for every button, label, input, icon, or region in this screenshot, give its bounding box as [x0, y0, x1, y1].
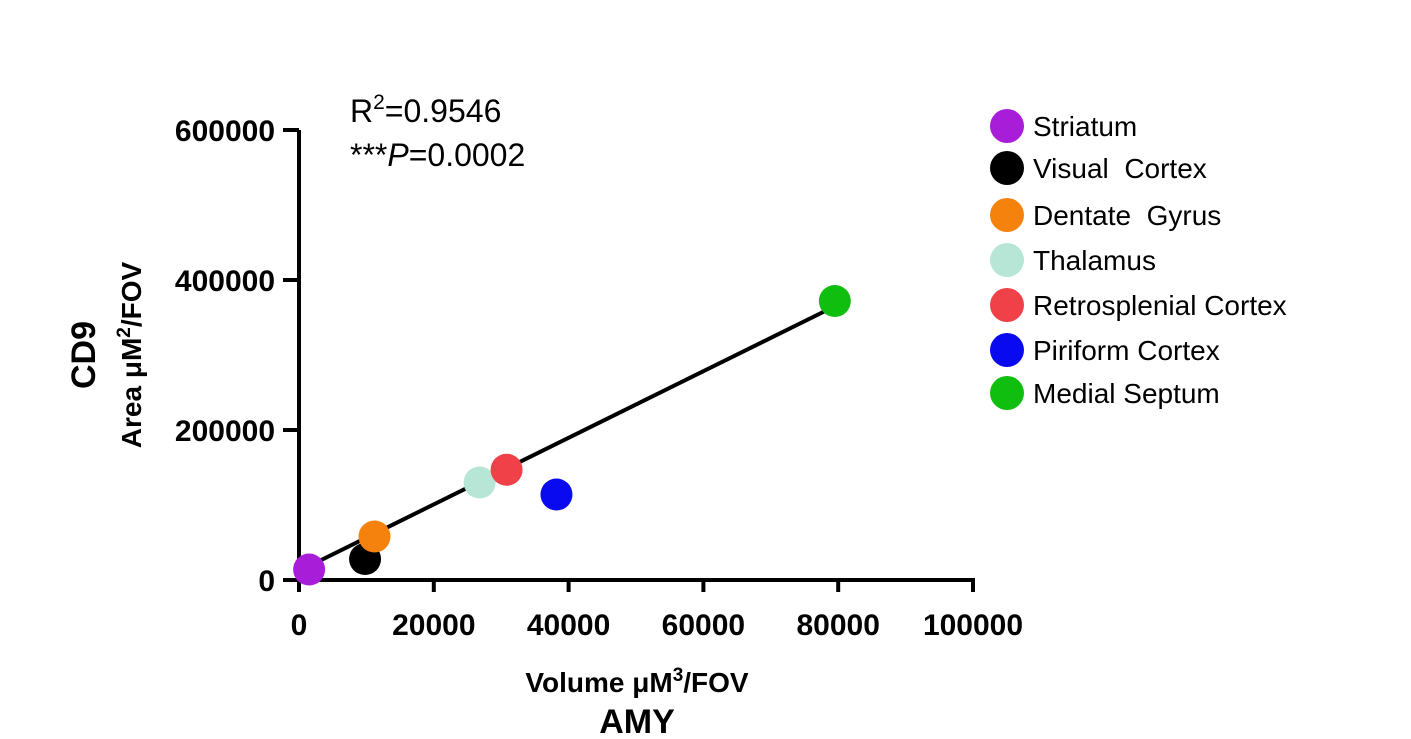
legend-label: Retrosplenial Cortex [1033, 290, 1287, 321]
legend-label: Dentate Gyrus [1033, 200, 1221, 231]
p-value-annotation: ***P=0.0002 [350, 137, 525, 173]
x-axis-title: Volume μM3/FOV [525, 665, 749, 698]
x-tick-label: 40000 [527, 609, 610, 642]
legend-marker [990, 376, 1024, 410]
y-ticks: 0 200000 400000 600000 [175, 115, 299, 598]
legend-marker [990, 151, 1024, 185]
x-tick-label: 80000 [796, 609, 879, 642]
data-point [490, 453, 523, 486]
x-tick-label: 60000 [662, 609, 745, 642]
r-squared-annotation: R2=0.9546 [350, 91, 501, 129]
x-tick-label: 0 [291, 609, 308, 642]
data-points [293, 285, 851, 586]
legend-marker [990, 288, 1024, 322]
data-point [463, 466, 496, 499]
x-tick-label: 100000 [923, 609, 1023, 642]
regression-line [298, 304, 836, 573]
y-tick-label: 600000 [175, 115, 275, 148]
legend-marker [990, 198, 1024, 232]
y-group-label: CD9 [65, 321, 103, 389]
fit-line-group [298, 304, 836, 573]
legend-label: Piriform Cortex [1033, 335, 1220, 366]
legend-label: Striatum [1033, 111, 1137, 142]
y-tick-label: 0 [258, 565, 275, 598]
data-point [540, 478, 573, 511]
legend-marker [990, 333, 1024, 367]
y-axis-title: Area μM2/FOV [114, 261, 147, 448]
x-group-label: AMY [599, 703, 675, 739]
axes [297, 130, 975, 582]
x-ticks: 0 20000 40000 60000 80000 100000 [291, 580, 1023, 642]
data-point [293, 553, 326, 586]
legend-label: Medial Septum [1033, 378, 1220, 409]
legend-label: Visual Cortex [1033, 153, 1207, 184]
data-point [818, 285, 851, 317]
y-tick-label: 400000 [175, 265, 275, 298]
y-tick-label: 200000 [175, 415, 275, 448]
x-tick-label: 20000 [392, 609, 475, 642]
legend-marker [990, 109, 1024, 143]
legend: Striatum Visual Cortex Dentate Gyrus Thalam… [990, 109, 1287, 410]
legend-label: Thalamus [1033, 245, 1156, 276]
data-point [358, 520, 391, 553]
legend-marker [990, 243, 1024, 277]
